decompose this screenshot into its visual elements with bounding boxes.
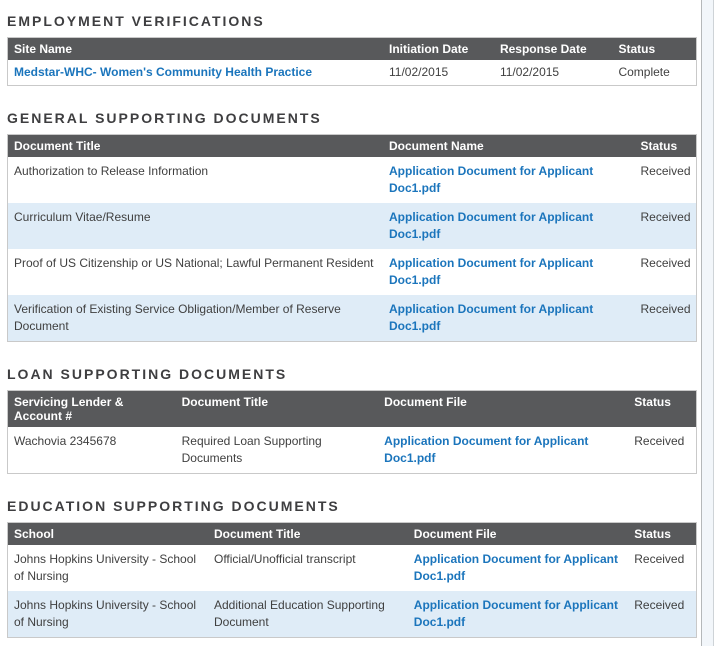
document-link[interactable]: Application Document for Applicant Doc1.… [389, 210, 594, 241]
employment-verifications-title: EMPLOYMENT VERIFICATIONS [7, 13, 265, 29]
education-supporting-documents-title: EDUCATION SUPPORTING DOCUMENTS [7, 498, 340, 514]
table-row: Proof of US Citizenship or US National; … [7, 249, 697, 295]
site-name-link[interactable]: Medstar-WHC- Women's Community Health Pr… [14, 65, 313, 79]
status-cell: Received [634, 295, 697, 342]
status-cell: Received [634, 203, 697, 249]
document-link[interactable]: Application Document for Applicant Doc1.… [384, 434, 589, 465]
school-cell: Johns Hopkins University - School of Nur… [7, 591, 208, 638]
loan-supporting-documents-section: LOAN SUPPORTING DOCUMENTS Servicing Lend… [7, 366, 697, 474]
column-header-response-date: Response Date [493, 37, 613, 60]
general-supporting-documents-table: Document Title Document Name Status Auth… [7, 134, 697, 342]
document-file-cell: Application Document for Applicant Doc1.… [407, 591, 629, 638]
document-link[interactable]: Application Document for Applicant Doc1.… [413, 598, 619, 629]
document-name-cell: Application Document for Applicant Doc1.… [383, 249, 635, 295]
document-title-cell: Verification of Existing Service Obligat… [7, 295, 383, 342]
column-header-status: Status [612, 37, 697, 60]
document-link[interactable]: Application Document for Applicant Doc1.… [389, 164, 594, 195]
general-supporting-documents-title: GENERAL SUPPORTING DOCUMENTS [7, 110, 322, 126]
status-cell: Received [628, 545, 697, 591]
document-file-cell: Application Document for Applicant Doc1.… [378, 427, 629, 474]
table-row: Curriculum Vitae/Resume Application Docu… [7, 203, 697, 249]
table-header-row: Site Name Initiation Date Response Date … [7, 37, 697, 60]
document-link[interactable]: Application Document for Applicant Doc1.… [413, 552, 619, 583]
document-title-cell: Required Loan Supporting Documents [175, 427, 379, 474]
document-name-cell: Application Document for Applicant Doc1.… [383, 157, 635, 203]
document-link[interactable]: Application Document for Applicant Doc1.… [389, 256, 594, 287]
column-header-school: School [7, 522, 208, 545]
column-header-status: Status [634, 134, 697, 157]
education-supporting-documents-table: School Document Title Document File Stat… [7, 522, 697, 638]
document-name-cell: Application Document for Applicant Doc1.… [383, 203, 635, 249]
status-cell: Received [628, 591, 697, 638]
initiation-date-cell: 11/02/2015 [383, 60, 494, 86]
table-header-row: Servicing Lender & Account # Document Ti… [7, 390, 697, 427]
status-cell: Received [634, 157, 697, 203]
employment-verifications-section: EMPLOYMENT VERIFICATIONS Site Name Initi… [7, 13, 697, 86]
table-row: Wachovia 2345678 Required Loan Supportin… [7, 427, 697, 474]
document-link[interactable]: Application Document for Applicant Doc1.… [389, 302, 594, 333]
table-row: Verification of Existing Service Obligat… [7, 295, 697, 342]
site-name-cell: Medstar-WHC- Women's Community Health Pr… [7, 60, 384, 86]
column-header-document-title: Document Title [7, 134, 383, 157]
table-row: Authorization to Release Information App… [7, 157, 697, 203]
column-header-site-name: Site Name [7, 37, 384, 60]
column-header-document-title: Document Title [207, 522, 408, 545]
document-title-cell: Authorization to Release Information [7, 157, 383, 203]
servicing-lender-cell: Wachovia 2345678 [7, 427, 176, 474]
table-header-row: School Document Title Document File Stat… [7, 522, 697, 545]
table-row: Medstar-WHC- Women's Community Health Pr… [7, 60, 697, 86]
column-header-status: Status [628, 522, 697, 545]
status-cell: Received [634, 249, 697, 295]
status-cell: Received [628, 427, 697, 474]
column-header-status: Status [628, 390, 697, 427]
response-date-cell: 11/02/2015 [493, 60, 613, 86]
table-row: Johns Hopkins University - School of Nur… [7, 591, 697, 638]
column-header-initiation-date: Initiation Date [383, 37, 494, 60]
column-header-document-file: Document File [407, 522, 629, 545]
table-header-row: Document Title Document Name Status [7, 134, 697, 157]
status-cell: Complete [612, 60, 697, 86]
scrollbar-track[interactable] [701, 0, 714, 646]
document-file-cell: Application Document for Applicant Doc1.… [407, 545, 629, 591]
document-title-cell: Proof of US Citizenship or US National; … [7, 249, 383, 295]
column-header-servicing-lender: Servicing Lender & Account # [7, 390, 176, 427]
document-title-cell: Additional Education Supporting Document [207, 591, 408, 638]
school-cell: Johns Hopkins University - School of Nur… [7, 545, 208, 591]
loan-supporting-documents-title: LOAN SUPPORTING DOCUMENTS [7, 366, 288, 382]
column-header-document-name: Document Name [383, 134, 635, 157]
column-header-document-file: Document File [378, 390, 629, 427]
document-title-cell: Curriculum Vitae/Resume [7, 203, 383, 249]
education-supporting-documents-section: EDUCATION SUPPORTING DOCUMENTS School Do… [7, 498, 697, 638]
general-supporting-documents-section: GENERAL SUPPORTING DOCUMENTS Document Ti… [7, 110, 697, 342]
table-row: Johns Hopkins University - School of Nur… [7, 545, 697, 591]
column-header-document-title: Document Title [175, 390, 379, 427]
loan-supporting-documents-table: Servicing Lender & Account # Document Ti… [7, 390, 697, 474]
document-title-cell: Official/Unofficial transcript [207, 545, 408, 591]
document-name-cell: Application Document for Applicant Doc1.… [383, 295, 635, 342]
employment-verifications-table: Site Name Initiation Date Response Date … [7, 37, 697, 86]
